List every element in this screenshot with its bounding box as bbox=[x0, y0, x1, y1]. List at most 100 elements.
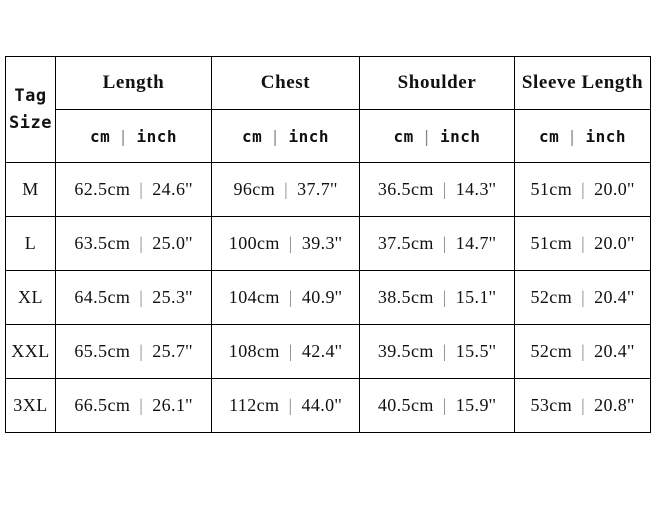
unit-separator: | bbox=[421, 126, 432, 146]
table-header: Tag Size Length Chest Shoulder Sleeve Le… bbox=[5, 56, 651, 163]
unit-separator: | bbox=[270, 126, 281, 146]
cell-sleeve-length: 51cm | 20.0'' bbox=[514, 162, 651, 217]
header-row-units: cm | inch cm | inch cm | inch cm | inch bbox=[6, 109, 651, 163]
value-cm: 37.5cm bbox=[377, 233, 434, 253]
value-cm: 51cm bbox=[530, 179, 573, 199]
cell-length: 62.5cm | 24.6'' bbox=[55, 162, 212, 217]
column-header-chest: Chest bbox=[211, 56, 360, 110]
value-separator: | bbox=[442, 233, 447, 253]
value-cm: 64.5cm bbox=[74, 287, 131, 307]
value-inch: 15.9'' bbox=[455, 395, 497, 415]
value-cm: 63.5cm bbox=[74, 233, 131, 253]
value-cm: 100cm bbox=[228, 233, 280, 253]
value-inch: 37.7'' bbox=[297, 179, 338, 199]
value-inch: 25.3'' bbox=[152, 287, 193, 307]
value-inch: 20.4'' bbox=[594, 287, 635, 307]
value-cm: 36.5cm bbox=[377, 179, 434, 199]
value-separator: | bbox=[139, 287, 144, 307]
unit-cm-label: cm bbox=[539, 126, 560, 146]
row-size-label: 3XL bbox=[5, 378, 56, 433]
value-separator: | bbox=[288, 287, 293, 307]
value-inch: 24.6'' bbox=[152, 179, 193, 199]
row-size-label: XXL bbox=[5, 324, 56, 379]
value-inch: 15.1'' bbox=[455, 287, 497, 307]
unit-inch-label: inch bbox=[439, 126, 481, 146]
table-row: L 63.5cm | 25.0'' 100cm | 39.3'' 37.5cm | 14.7… bbox=[5, 216, 651, 271]
size-chart-table: Tag Size Length Chest Shoulder Sleeve Le… bbox=[5, 56, 651, 433]
unit-header-chest: cm | inch bbox=[211, 109, 360, 163]
cell-chest: 100cm | 39.3'' bbox=[211, 216, 360, 271]
value-separator: | bbox=[139, 233, 144, 253]
value-cm: 112cm bbox=[229, 395, 280, 415]
cell-shoulder: 37.5cm | 14.7'' bbox=[359, 216, 515, 271]
corner-header-line-2: Size bbox=[9, 112, 52, 133]
value-cm: 52cm bbox=[530, 287, 573, 307]
cell-sleeve-length: 53cm | 20.8'' bbox=[514, 378, 651, 433]
table-row: XL 64.5cm | 25.3'' 104cm | 40.9'' 38.5cm | 15.… bbox=[5, 270, 651, 325]
value-separator: | bbox=[442, 179, 447, 199]
value-separator: | bbox=[288, 233, 293, 253]
value-inch: 39.3'' bbox=[301, 233, 343, 253]
value-inch: 15.5'' bbox=[455, 341, 497, 361]
unit-header-shoulder: cm | inch bbox=[359, 109, 515, 163]
column-header-shoulder: Shoulder bbox=[359, 56, 515, 110]
unit-inch-label: inch bbox=[585, 126, 626, 146]
cell-length: 65.5cm | 25.7'' bbox=[55, 324, 212, 379]
unit-header-length: cm | inch bbox=[55, 109, 212, 163]
cell-shoulder: 38.5cm | 15.1'' bbox=[359, 270, 515, 325]
value-separator: | bbox=[581, 395, 586, 415]
value-inch: 20.8'' bbox=[594, 395, 635, 415]
row-size-label: L bbox=[5, 216, 56, 271]
value-cm: 52cm bbox=[530, 341, 573, 361]
unit-cm-label: cm bbox=[393, 126, 414, 146]
cell-length: 66.5cm | 26.1'' bbox=[55, 378, 212, 433]
value-cm: 96cm bbox=[233, 179, 276, 199]
value-inch: 20.0'' bbox=[594, 233, 635, 253]
cell-shoulder: 39.5cm | 15.5'' bbox=[359, 324, 515, 379]
value-cm: 104cm bbox=[228, 287, 280, 307]
value-separator: | bbox=[288, 341, 293, 361]
value-separator: | bbox=[139, 179, 144, 199]
value-cm: 62.5cm bbox=[74, 179, 131, 199]
value-cm: 66.5cm bbox=[74, 395, 131, 415]
value-cm: 53cm bbox=[530, 395, 573, 415]
cell-shoulder: 40.5cm | 15.9'' bbox=[359, 378, 515, 433]
cell-chest: 112cm | 44.0'' bbox=[211, 378, 360, 433]
value-inch: 44.0'' bbox=[301, 395, 342, 415]
value-separator: | bbox=[442, 395, 447, 415]
value-cm: 108cm bbox=[228, 341, 280, 361]
column-header-sleeve-length: Sleeve Length bbox=[514, 56, 651, 110]
value-cm: 39.5cm bbox=[377, 341, 434, 361]
table-row: M 62.5cm | 24.6'' 96cm | 37.7'' 36.5cm | 14.3'… bbox=[5, 162, 651, 217]
corner-header-tag-size: Tag Size bbox=[5, 56, 56, 163]
row-size-label: M bbox=[5, 162, 56, 217]
value-inch: 14.3'' bbox=[455, 179, 497, 199]
value-inch: 25.0'' bbox=[152, 233, 193, 253]
cell-shoulder: 36.5cm | 14.3'' bbox=[359, 162, 515, 217]
value-separator: | bbox=[139, 395, 144, 415]
value-inch: 25.7'' bbox=[152, 341, 193, 361]
column-header-length: Length bbox=[55, 56, 212, 110]
header-row-measurements: Tag Size Length Chest Shoulder Sleeve Le… bbox=[5, 56, 651, 163]
value-separator: | bbox=[442, 287, 447, 307]
value-separator: | bbox=[581, 179, 586, 199]
unit-inch-label: inch bbox=[288, 126, 329, 146]
value-separator: | bbox=[284, 179, 289, 199]
value-cm: 51cm bbox=[530, 233, 573, 253]
value-inch: 14.7'' bbox=[455, 233, 497, 253]
value-cm: 40.5cm bbox=[377, 395, 434, 415]
table-row: 3XL 66.5cm | 26.1'' 112cm | 44.0'' 40.5cm | 15… bbox=[5, 378, 651, 433]
cell-sleeve-length: 51cm | 20.0'' bbox=[514, 216, 651, 271]
value-cm: 65.5cm bbox=[74, 341, 131, 361]
cell-length: 64.5cm | 25.3'' bbox=[55, 270, 212, 325]
value-separator: | bbox=[581, 341, 586, 361]
cell-sleeve-length: 52cm | 20.4'' bbox=[514, 324, 651, 379]
unit-separator: | bbox=[118, 126, 129, 146]
row-size-label: XL bbox=[5, 270, 56, 325]
value-separator: | bbox=[442, 341, 447, 361]
value-inch: 42.4'' bbox=[301, 341, 343, 361]
unit-separator: | bbox=[567, 126, 578, 146]
unit-header-sleeve-length: cm | inch bbox=[514, 109, 651, 163]
value-cm: 38.5cm bbox=[377, 287, 434, 307]
